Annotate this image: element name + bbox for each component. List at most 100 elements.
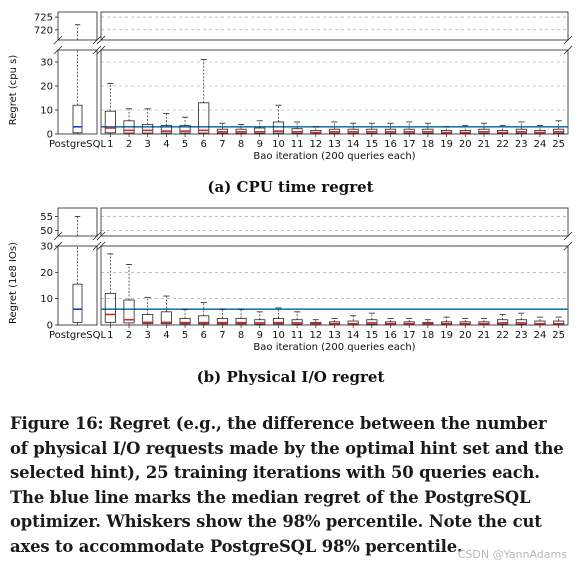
- io-x-tick-label: 17: [403, 330, 416, 341]
- cpu-x-tick-label: 18: [422, 139, 435, 150]
- cpu-y-tick-label: 720: [34, 25, 53, 36]
- cpu-axis-break-mark: [563, 35, 573, 45]
- cpu-postgres-box: [72, 24, 83, 134]
- io-y-tick-label: 50: [40, 226, 53, 237]
- io-axis-break-mark: [53, 231, 63, 241]
- io-postgres-label: PostgreSQL: [49, 330, 107, 341]
- cpu-iteration-box: [328, 121, 341, 134]
- cpu-x-tick-label: 4: [163, 139, 169, 150]
- io-box-iqr: [160, 311, 172, 325]
- io-postgres-box: [72, 215, 83, 325]
- io-x-tick-label: 24: [534, 330, 547, 341]
- cpu-regret-subcaption: (a) CPU time regret: [207, 178, 374, 196]
- io-x-tick-label: 16: [384, 330, 397, 341]
- io-iteration-box: [347, 315, 359, 325]
- io-x-tick-label: 22: [496, 330, 509, 341]
- cpu-y-tick-label: 0: [47, 130, 53, 141]
- cpu-iteration-box: [515, 121, 527, 134]
- io-x-tick-label: 23: [515, 330, 528, 341]
- cpu-axis-break-mark: [92, 45, 102, 55]
- io-axis-break-mark: [563, 241, 573, 251]
- io-y-tick-label: 30: [40, 242, 53, 253]
- io-y-tick-label: 20: [40, 268, 53, 279]
- cpu-box-iqr: [254, 127, 266, 134]
- io-iteration-box: [179, 308, 191, 325]
- cpu-iteration-box: [366, 122, 378, 134]
- io-iterations-lower-frame: [100, 245, 569, 326]
- io-iteration-box: [254, 311, 266, 325]
- io-x-tick-label: 13: [328, 330, 341, 341]
- io-box-iqr: [235, 318, 247, 325]
- cpu-x-tick-label: 17: [403, 139, 416, 150]
- io-iteration-box: [515, 312, 527, 325]
- cpu-iteration-box: [142, 108, 154, 134]
- cpu-iteration-box: [291, 121, 303, 134]
- cpu-x-tick-label: 22: [496, 139, 509, 150]
- io-x-tick-label: 20: [459, 330, 472, 341]
- cpu-iteration-box: [179, 116, 191, 134]
- io-iteration-box: [441, 316, 453, 325]
- cpu-iteration-box: [403, 121, 415, 134]
- io-box-iqr: [216, 318, 228, 325]
- io-x-tick-label: 5: [182, 330, 188, 341]
- io-y-tick-label: 55: [40, 212, 53, 223]
- cpu-iteration-box: [104, 83, 116, 134]
- io-iteration-box: [328, 318, 341, 325]
- io-x-tick-label: 9: [257, 330, 263, 341]
- cpu-y-tick-label: 20: [40, 82, 53, 93]
- cpu-x-tick-label: 16: [384, 139, 397, 150]
- io-x-tick-label: 4: [163, 330, 169, 341]
- io-iteration-box: [291, 311, 303, 325]
- cpu-x-tick-label: 2: [126, 139, 132, 150]
- io-x-tick-label: 15: [365, 330, 378, 341]
- io-x-tick-label: 11: [291, 330, 304, 341]
- io-x-tick-label: 19: [440, 330, 453, 341]
- io-iteration-box: [310, 319, 322, 325]
- cpu-y-tick-label: 10: [40, 106, 53, 117]
- cpu-y-axis-label: Regret (cpu s): [8, 55, 19, 126]
- cpu-box-iqr: [72, 104, 83, 134]
- io-x-tick-label: 6: [201, 330, 207, 341]
- io-axis-break-mark: [96, 231, 106, 241]
- cpu-iteration-box: [347, 122, 359, 134]
- cpu-iteration-box: [254, 120, 266, 134]
- watermark: CSDN @YannAdams: [457, 548, 567, 561]
- cpu-axis-break-mark: [92, 35, 102, 45]
- cpu-box-iqr: [198, 102, 210, 134]
- io-iteration-box: [422, 319, 434, 325]
- cpu-iteration-box: [198, 59, 210, 134]
- io-iteration-box: [272, 307, 284, 325]
- cpu-x-tick-label: 25: [552, 139, 565, 150]
- cpu-box-iqr: [142, 124, 154, 134]
- io-x-tick-label: 7: [219, 330, 225, 341]
- io-iteration-box: [235, 308, 247, 325]
- io-x-tick-label: 2: [126, 330, 132, 341]
- cpu-iteration-box: [459, 125, 471, 134]
- io-x-tick-label: 21: [478, 330, 491, 341]
- cpu-iteration-box: [441, 126, 453, 134]
- cpu-iteration-box: [422, 122, 434, 134]
- cpu-iteration-box: [272, 104, 284, 134]
- io-box-iqr: [72, 283, 83, 323]
- io-y-tick-label: 0: [47, 321, 53, 332]
- io-axis-break-mark: [96, 241, 106, 251]
- io-box-iqr: [198, 315, 210, 325]
- cpu-x-tick-label: 20: [459, 139, 472, 150]
- cpu-iteration-box: [160, 113, 172, 134]
- io-x-tick-label: 1: [107, 330, 113, 341]
- cpu-iterations-lower-frame: [100, 49, 569, 135]
- cpu-axis-break-mark: [96, 45, 106, 55]
- io-iteration-box: [366, 312, 378, 325]
- cpu-box-iqr: [179, 125, 191, 134]
- cpu-axis-break-mark: [563, 45, 573, 55]
- cpu-y-tick-label: 725: [34, 13, 53, 24]
- io-x-tick-label: 3: [145, 330, 151, 341]
- cpu-iteration-box: [123, 108, 135, 134]
- io-iteration-box: [497, 314, 509, 325]
- cpu-x-tick-label: 11: [291, 139, 304, 150]
- io-y-tick-label: 10: [40, 294, 53, 305]
- cpu-x-tick-label: 24: [534, 139, 547, 150]
- cpu-axis-break-mark: [53, 35, 63, 45]
